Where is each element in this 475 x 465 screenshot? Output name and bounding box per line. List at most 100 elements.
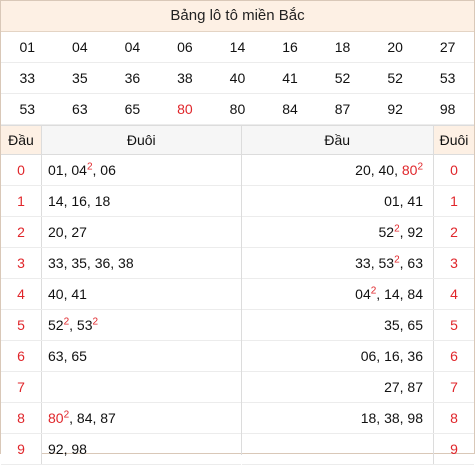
duoi-digit: 9	[433, 434, 474, 464]
dau-digit: 5	[1, 310, 42, 340]
tail-text: 06, 16, 36	[360, 348, 423, 364]
number-cell: 41	[263, 62, 317, 94]
number-cell: 38	[158, 62, 212, 94]
row-values: 27, 87	[242, 372, 434, 402]
number-cell: 20	[368, 32, 422, 63]
duoi-digit: 0	[433, 155, 474, 185]
tail-text: 27, 87	[384, 379, 423, 395]
table-row: 4 40, 41	[1, 279, 241, 310]
header-duoi: Đuôi	[433, 126, 474, 154]
numbers-row: 33 35 36 38 40 41 52 52 53	[1, 62, 474, 94]
header-dau: Đầu	[1, 126, 42, 154]
tail-text: 04	[355, 286, 371, 302]
number-cell: 18	[316, 32, 369, 63]
table-row: 0 01, 042, 06	[1, 155, 241, 186]
row-values: 802, 84, 87	[42, 403, 241, 433]
row-values: 63, 65	[42, 341, 241, 371]
tail-text: 14, 16, 18	[48, 193, 111, 209]
number-cell: 35	[53, 62, 107, 94]
tail-text: 33, 35, 36, 38	[48, 255, 134, 271]
tail-text: , 06	[92, 162, 116, 178]
table-row: 522, 92 2	[241, 217, 474, 248]
table-row: 9	[241, 434, 474, 465]
table-row: 33, 532, 63 3	[241, 248, 474, 279]
tail-text: 33, 53	[355, 255, 395, 271]
tail-text: 20, 40,	[355, 162, 402, 178]
number-cell: 87	[316, 93, 369, 125]
row-values: 06, 16, 36	[242, 341, 434, 371]
duoi-digit: 4	[433, 279, 474, 309]
number-cell: 63	[53, 93, 107, 125]
repeat-count: 2	[417, 161, 423, 173]
dau-digit: 0	[1, 155, 42, 185]
duoi-table-header: Đầu Đuôi	[241, 125, 474, 155]
number-cell: 84	[263, 93, 317, 125]
tail-text: 18, 38, 98	[360, 410, 423, 426]
row-values: 33, 532, 63	[242, 248, 434, 278]
tail-text: 92, 98	[48, 441, 87, 457]
row-values: 33, 35, 36, 38	[42, 248, 241, 278]
board-title: Bảng lô tô miền Bắc	[1, 1, 474, 32]
repeat-count: 2	[92, 316, 99, 328]
tail-text: 52	[378, 224, 395, 240]
duoi-table: Đầu Đuôi 20, 40, 802 0 01, 41 1 522, 92 2 33, …	[241, 125, 474, 465]
number-cell: 33	[1, 62, 54, 94]
dau-table-header: Đầu Đuôi	[1, 125, 241, 155]
duoi-digit: 6	[433, 341, 474, 371]
numbers-row: 01 04 04 06 14 16 18 20 27	[1, 32, 474, 63]
tail-text: , 14, 84	[376, 286, 423, 302]
number-cell: 80	[211, 93, 264, 125]
repeat-count: 2	[370, 285, 377, 297]
number-cell: 52	[368, 62, 422, 94]
number-cell: 53	[421, 62, 474, 94]
repeat-count: 2	[394, 223, 400, 235]
tail-text-highlight: 80	[401, 162, 418, 178]
number-cell: 40	[211, 62, 264, 94]
dau-rows: 0 01, 042, 06 1 14, 16, 18 2 20, 27 3 33, 35, 3…	[1, 155, 241, 465]
table-row: 5 522, 532	[1, 310, 241, 341]
dau-digit: 7	[1, 372, 42, 402]
tail-text: 20, 27	[48, 224, 87, 240]
row-values: 92, 98	[42, 434, 241, 464]
header-duoi: Đuôi	[126, 132, 156, 148]
numbers-grid: 01 04 04 06 14 16 18 20 27 33 35 36 38 40 41 52 52 53 53 63…	[1, 32, 474, 125]
number-cell: 53	[1, 93, 54, 125]
table-row: 06, 16, 36 6	[241, 341, 474, 372]
table-row: 35, 65 5	[241, 310, 474, 341]
tail-text: 40, 41	[48, 286, 87, 302]
dau-digit: 6	[1, 341, 42, 371]
tail-text: 01, 04	[48, 162, 87, 178]
table-row: 2 20, 27	[1, 217, 241, 248]
row-values: 522, 532	[42, 310, 241, 340]
header-dau: Đầu	[324, 132, 351, 148]
tail-text: , 92	[399, 224, 423, 240]
dau-digit: 8	[1, 403, 42, 433]
row-values	[242, 434, 434, 464]
table-row: 7	[1, 372, 241, 403]
number-cell: 52	[316, 62, 369, 94]
row-values: 20, 27	[42, 217, 241, 247]
repeat-count: 2	[63, 316, 70, 328]
number-cell: 14	[211, 32, 264, 63]
number-cell: 65	[106, 93, 159, 125]
number-cell: 06	[158, 32, 212, 63]
table-row: 01, 41 1	[241, 186, 474, 217]
dau-duoi-section: Đầu Đuôi 0 01, 042, 06 1 14, 16, 18 2 20, 27 3…	[1, 125, 474, 465]
duoi-digit: 1	[433, 186, 474, 216]
row-values: 042, 14, 84	[242, 279, 434, 309]
duoi-digit: 3	[433, 248, 474, 278]
number-cell: 27	[421, 32, 474, 63]
row-values: 01, 042, 06	[42, 155, 241, 185]
number-cell: 04	[106, 32, 159, 63]
tail-text: 52	[48, 317, 64, 333]
table-row: 8 802, 84, 87	[1, 403, 241, 434]
row-values: 35, 65	[242, 310, 434, 340]
number-cell: 92	[368, 93, 422, 125]
table-row: 18, 38, 98 8	[241, 403, 474, 434]
tail-text: , 53	[69, 317, 93, 333]
duoi-digit: 8	[433, 403, 474, 433]
duoi-digit: 2	[433, 217, 474, 247]
table-row: 27, 87 7	[241, 372, 474, 403]
table-row: 3 33, 35, 36, 38	[1, 248, 241, 279]
